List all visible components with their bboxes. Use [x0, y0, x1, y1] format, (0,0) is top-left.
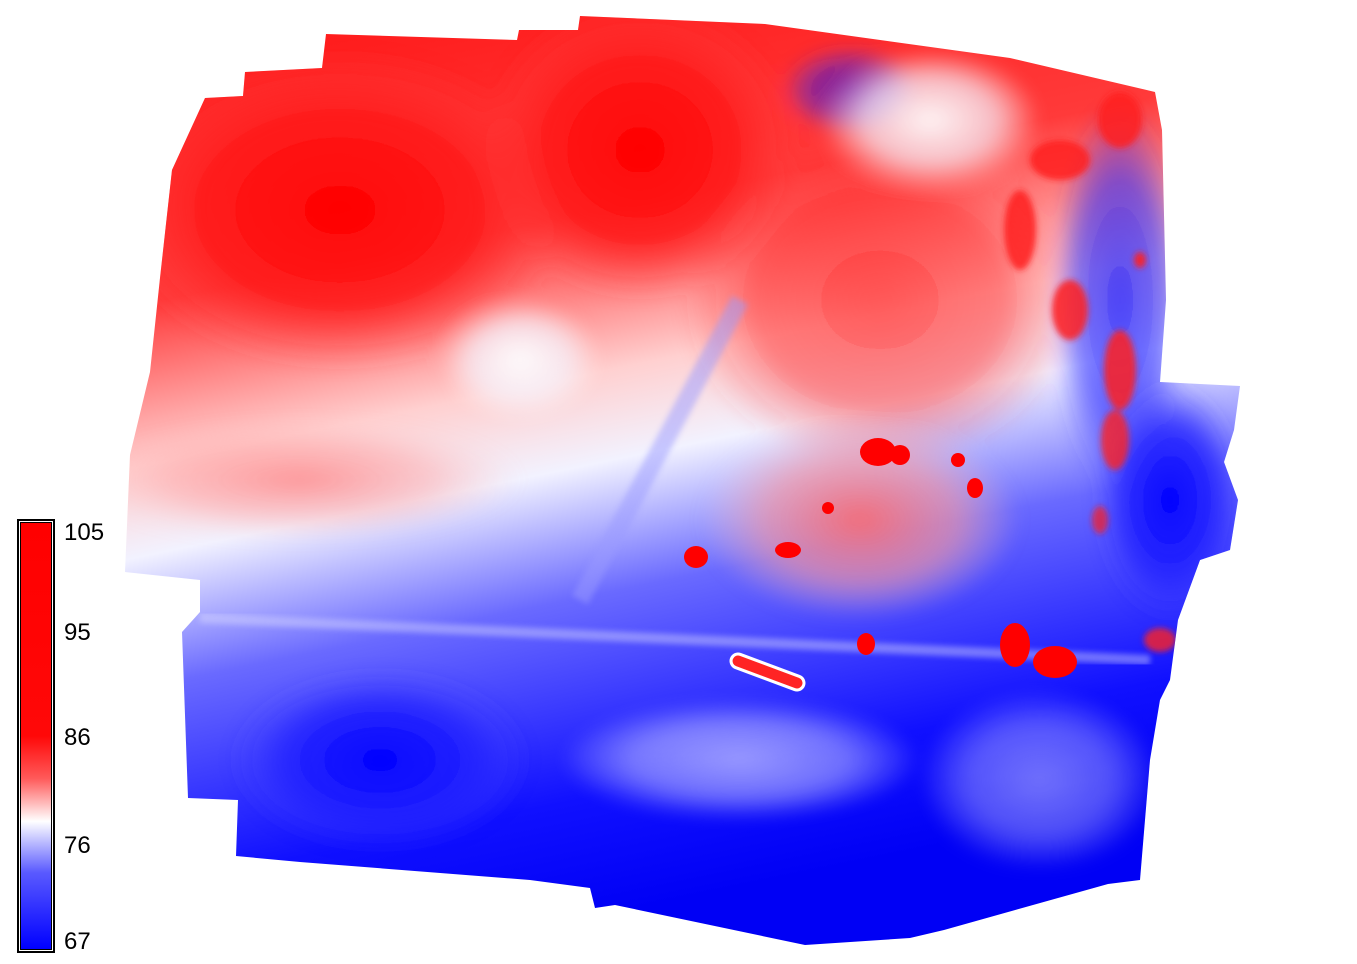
colorbar-tick-max: 105: [64, 519, 105, 546]
colorbar: [17, 519, 55, 953]
colorbar-tick-95: 95: [64, 619, 91, 646]
elevation-raster: [125, 16, 1240, 945]
colorbar-gradient: [20, 522, 52, 950]
colorbar-tick-76: 76: [64, 832, 91, 859]
colorbar-tick-86: 86: [64, 724, 91, 751]
colorbar-tick-min: 67: [64, 928, 91, 955]
